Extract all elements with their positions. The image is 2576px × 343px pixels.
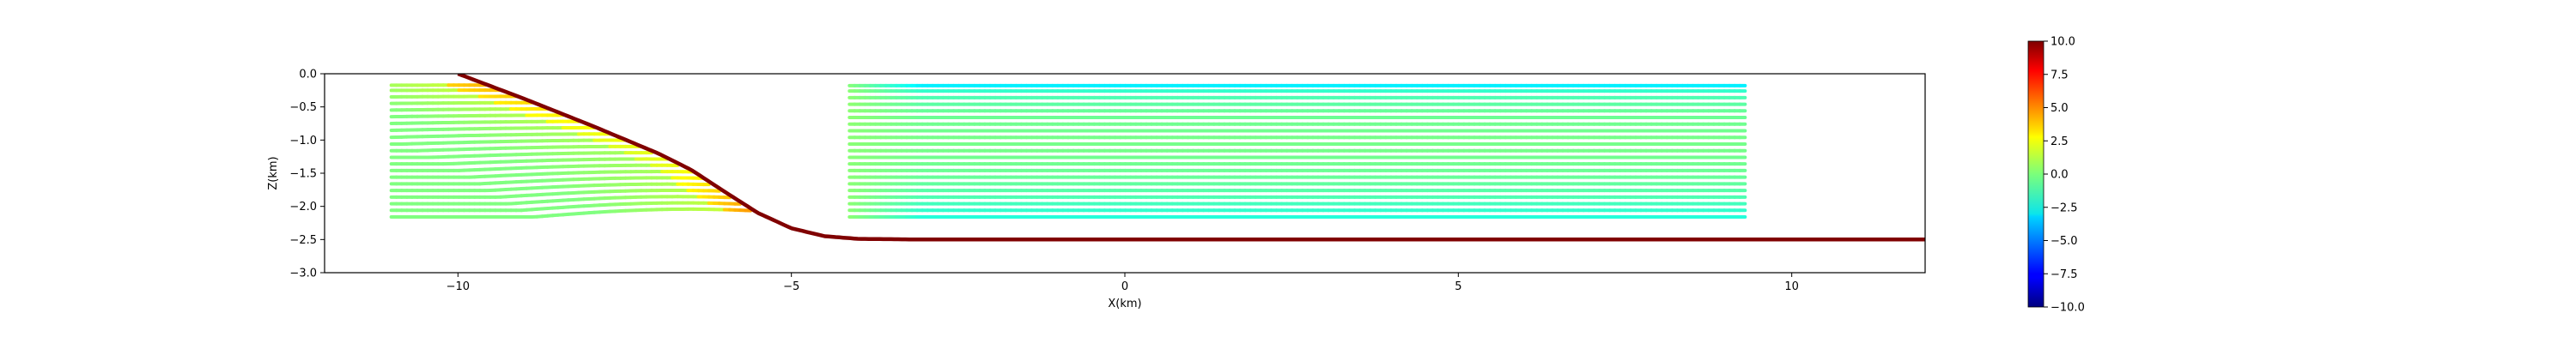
colorbar-tick-label: 2.5	[2050, 135, 2069, 148]
x-axis-label: X(km)	[1108, 298, 1141, 310]
x-tick-label: 10	[1784, 280, 1799, 293]
horizon-13	[389, 157, 1747, 166]
horizon-18	[389, 188, 1747, 199]
y-tick-label: −0.5	[289, 101, 317, 114]
horizon-16	[389, 176, 1747, 186]
colorbar-tick-label: −2.5	[2050, 202, 2078, 214]
y-axis-label: Z(km)	[267, 156, 280, 190]
x-axis: −10 −5 0 5 10	[447, 273, 1799, 293]
horizon-19	[389, 195, 1747, 206]
horizon-17	[389, 182, 1747, 193]
horizon-2	[389, 88, 1747, 93]
horizon-layer	[389, 83, 1747, 220]
y-tick-label: −1.0	[289, 135, 317, 147]
fault-line	[457, 74, 1925, 242]
horizon-8	[389, 125, 1747, 133]
x-tick-label: 5	[1455, 280, 1461, 293]
horizon-3	[389, 94, 1747, 99]
horizon-14	[389, 163, 1747, 172]
colorbar-tick-label: −7.5	[2050, 268, 2078, 281]
horizon-20	[389, 201, 1747, 213]
horizon-4	[389, 100, 1747, 106]
colorbar-tick-label: 5.0	[2050, 102, 2069, 115]
horizon-9	[389, 132, 1747, 140]
x-tick-label: 0	[1121, 280, 1128, 293]
y-tick-label: −2.5	[289, 234, 317, 247]
colorbar-axis: 10.0 7.5 5.0 2.5 0.0 −2.5 −5.0 −7.5 −10.0	[2044, 36, 2085, 315]
horizon-21	[389, 207, 1747, 220]
horizon-11	[389, 144, 1747, 153]
y-tick-label: −3.0	[289, 268, 317, 280]
colorbar-tick-label: 10.0	[2050, 36, 2075, 49]
horizon-6	[389, 113, 1747, 120]
horizon-5	[389, 106, 1747, 113]
colorbar-tick-label: −5.0	[2050, 235, 2078, 248]
y-tick-label: −1.5	[289, 168, 317, 181]
horizon-15	[389, 170, 1747, 179]
y-tick-label: −2.0	[289, 201, 317, 214]
colorbar-tick-label: 7.5	[2050, 69, 2069, 81]
x-tick-label: −5	[783, 280, 799, 293]
colorbar	[2027, 40, 2044, 308]
y-axis: 0.0 −0.5 −1.0 −1.5 −2.0 −2.5 −3.0	[289, 69, 325, 280]
horizon-12	[389, 151, 1747, 159]
colorbar-tick-label: −10.0	[2050, 302, 2085, 315]
horizon-1	[389, 83, 1747, 87]
x-tick-label: −10	[447, 280, 470, 293]
fault-layer	[457, 74, 1925, 242]
colorbar-tick-label: 0.0	[2050, 169, 2069, 182]
horizon-7	[389, 119, 1747, 126]
horizon-10	[389, 138, 1747, 146]
y-tick-label: 0.0	[299, 69, 317, 81]
